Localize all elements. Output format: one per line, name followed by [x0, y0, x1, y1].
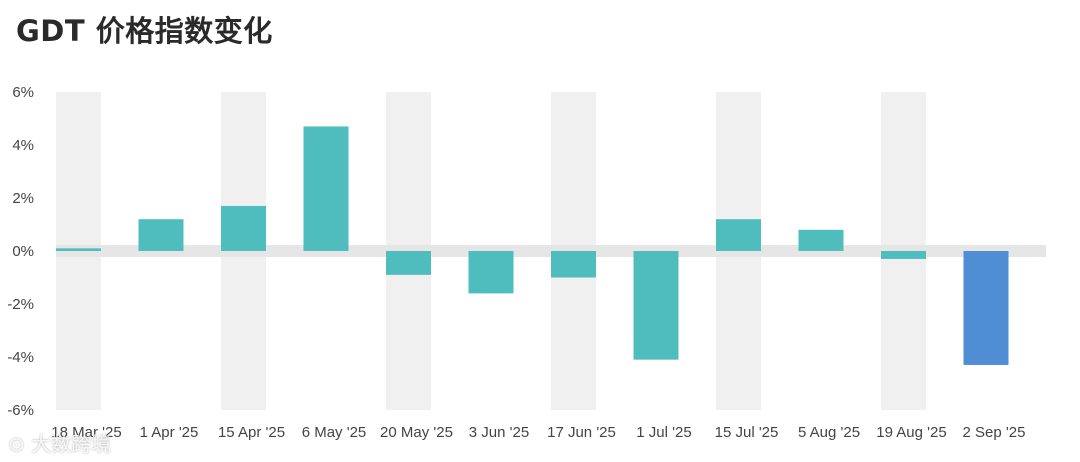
x-tick-label: 5 Aug '25: [798, 424, 860, 441]
bar: [881, 251, 926, 259]
x-tick-label: 15 Jul '25: [715, 424, 779, 441]
x-tick-label: 1 Jul '25: [636, 424, 691, 441]
y-tick-label: 6%: [12, 84, 34, 101]
bar: [551, 251, 596, 278]
bar: [303, 126, 349, 251]
x-tick-label: 19 Aug '25: [876, 424, 946, 441]
x-axis-ticks: 18 Mar '25 1 Apr '25 15 Apr '25 6 May '25 20…: [51, 424, 1025, 441]
x-tick-label: 3 Jun '25: [469, 424, 529, 441]
bar: [468, 251, 514, 294]
bar: [716, 219, 761, 251]
bar: [386, 251, 431, 275]
bar: [633, 251, 679, 360]
x-tick-label: 17 Jun '25: [547, 424, 616, 441]
bars: [56, 126, 1009, 365]
y-axis-ticks: 6% 4% 2% 0% -2% -4% -6%: [7, 84, 34, 419]
y-tick-label: -4%: [7, 349, 34, 366]
x-tick-label: 1 Apr '25: [140, 424, 199, 441]
x-tick-label: 20 May '25: [380, 424, 453, 441]
y-tick-label: -6%: [7, 402, 34, 419]
bar: [963, 251, 1009, 365]
x-tick-label: 15 Apr '25: [218, 424, 285, 441]
y-tick-label: 0%: [12, 243, 34, 260]
bar: [798, 229, 844, 251]
bar: [221, 205, 266, 251]
chart-title: GDT 价格指数变化: [16, 14, 273, 48]
x-tick-label: 18 Mar '25: [51, 424, 121, 441]
x-tick-label: 6 May '25: [302, 424, 367, 441]
y-tick-label: -2%: [7, 296, 34, 313]
y-tick-label: 4%: [12, 137, 34, 154]
bar: [56, 248, 101, 251]
x-tick-label: 2 Sep '25: [963, 424, 1026, 441]
y-tick-label: 2%: [12, 190, 34, 207]
bar: [138, 219, 184, 251]
